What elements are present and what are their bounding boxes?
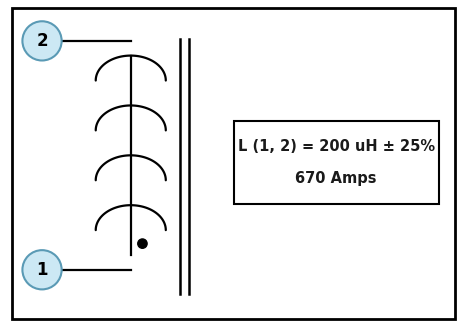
Ellipse shape: [138, 239, 147, 248]
Ellipse shape: [22, 21, 62, 60]
Text: 2: 2: [36, 32, 48, 50]
Ellipse shape: [22, 250, 62, 289]
FancyBboxPatch shape: [234, 121, 439, 204]
Text: 670 Amps: 670 Amps: [296, 171, 377, 186]
Text: 1: 1: [36, 261, 48, 279]
Text: L (1, 2) = 200 uH ± 25%: L (1, 2) = 200 uH ± 25%: [238, 140, 435, 154]
